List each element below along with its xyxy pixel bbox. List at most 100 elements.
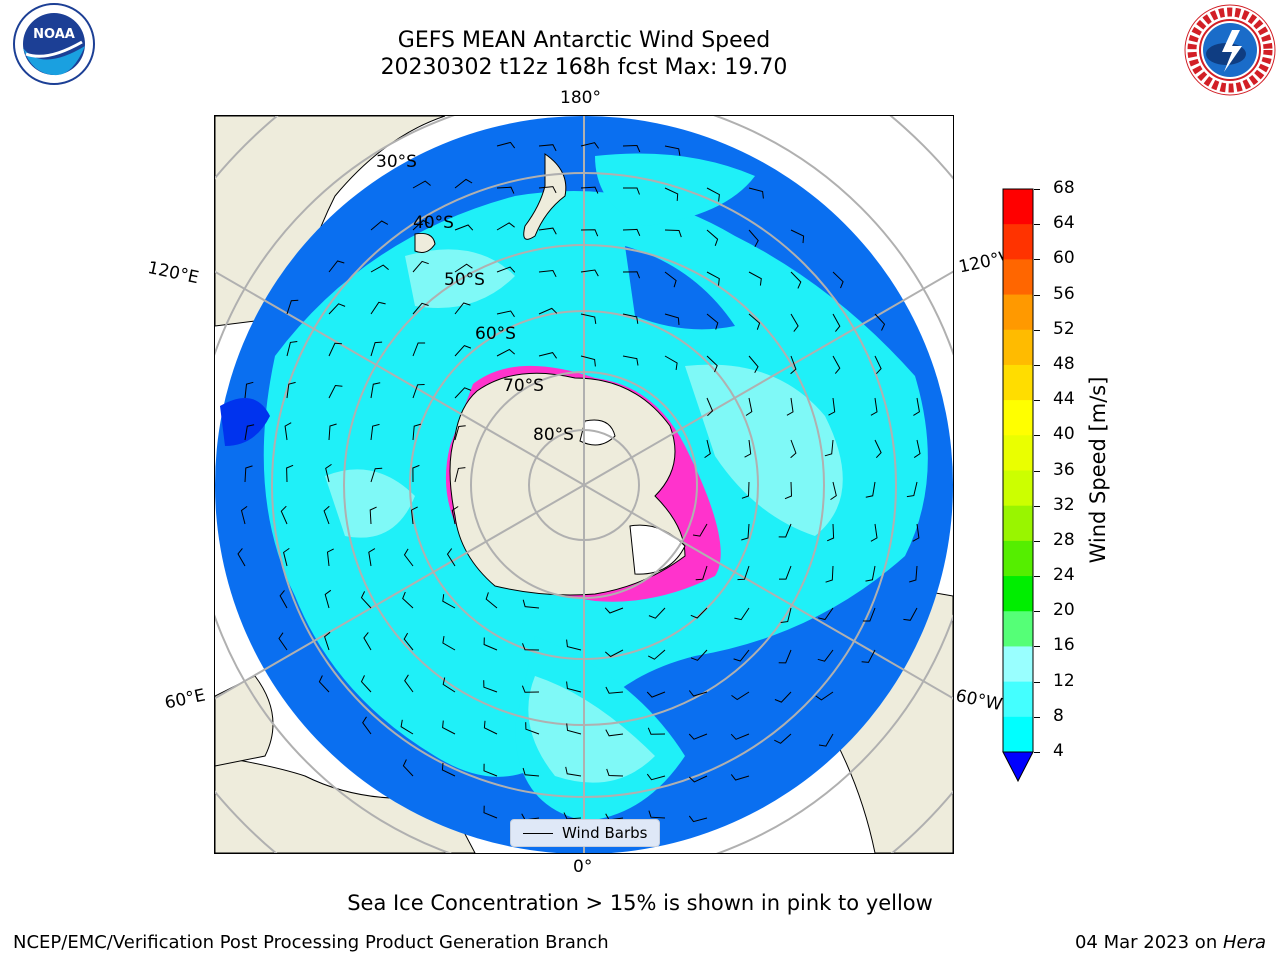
wind-barb	[483, 680, 498, 693]
wind-barb	[790, 271, 802, 289]
wind-barb	[664, 313, 680, 325]
footer-credit: NCEP/EMC/Verification Post Processing Pr…	[13, 932, 609, 953]
wind-barb	[240, 505, 248, 525]
colorbar-tick-mark	[1034, 470, 1040, 472]
page-subtitle: 20230302 t12z 168h fcst Max: 19.70	[380, 55, 788, 80]
wind-barb	[647, 727, 666, 735]
wind-barb	[324, 631, 331, 651]
wind-barb	[688, 775, 708, 783]
wind-barb	[454, 425, 466, 441]
wind-barb	[362, 716, 372, 735]
wind-barb	[580, 186, 599, 194]
wind-barb	[906, 481, 918, 498]
wind-barb	[328, 342, 342, 357]
wind-barb	[912, 523, 920, 542]
colorbar-segment	[1003, 259, 1033, 296]
wind-barb	[328, 260, 345, 273]
wind-barb	[870, 523, 878, 542]
colorbar-tick-mark	[1034, 752, 1040, 753]
wind-barb	[325, 463, 332, 483]
colorbar-tick-label: 52	[1053, 318, 1075, 339]
wind-barb	[410, 506, 418, 525]
colorbar-segment	[1003, 189, 1033, 225]
wind-barb	[774, 733, 792, 744]
wind-barb	[744, 439, 752, 458]
wind-barb	[403, 548, 414, 567]
wind-barb	[874, 313, 886, 331]
colorbar-tick-mark	[1034, 611, 1040, 613]
colorbar-segment	[1003, 364, 1033, 401]
footer-date-text: 04 Mar 2023 on	[1074, 932, 1223, 953]
polar-map	[215, 116, 953, 853]
wind-barb	[706, 313, 719, 330]
wind-barb	[784, 481, 793, 500]
colorbar-tick-mark	[1034, 435, 1040, 437]
wind-barb	[483, 805, 498, 819]
colorbar-tick-label: 64	[1053, 213, 1075, 234]
wind-barb	[402, 759, 414, 777]
wind-barb	[454, 467, 466, 483]
wind-barb	[741, 523, 750, 541]
wind-barb	[324, 589, 332, 609]
wind-barb	[403, 632, 414, 651]
wind-barb	[442, 677, 456, 693]
wind-barb	[496, 266, 516, 273]
colorbar-tick-label: 24	[1053, 565, 1075, 586]
wind-barb	[566, 723, 582, 735]
wind-barb	[412, 342, 426, 357]
wind-barb	[817, 649, 834, 662]
wind-barb	[328, 423, 337, 441]
colorbar-segment	[1003, 435, 1033, 471]
colorbar-tick-mark	[1034, 646, 1040, 648]
colorbar-segment	[1003, 611, 1033, 647]
wind-barb	[580, 355, 596, 367]
wind-barb	[412, 384, 425, 399]
wind-barb	[664, 271, 677, 288]
wind-barb	[363, 632, 372, 651]
wind-barb	[286, 299, 299, 315]
colorbar-tick-label: 40	[1053, 424, 1075, 445]
wind-barb	[865, 481, 876, 498]
page-title: GEFS MEAN Antarctic Wind Speed	[397, 28, 771, 53]
lon-label-120e: 120°E	[145, 258, 201, 289]
colorbar-tick-label: 4	[1053, 741, 1064, 761]
wind-barb	[704, 439, 711, 459]
wind-barb	[538, 186, 557, 194]
wind-barb	[318, 675, 330, 693]
wind-barb	[485, 592, 498, 609]
colorbar	[1002, 188, 1034, 783]
wind-barb	[280, 505, 288, 525]
wind-barb	[913, 397, 920, 416]
colorbar-tick-mark	[1034, 364, 1040, 366]
wind-barb	[664, 187, 679, 201]
wind-barb	[580, 313, 597, 324]
wind-barb	[244, 465, 253, 483]
wind-barb	[369, 506, 377, 525]
wind-barb	[328, 303, 346, 315]
colorbar-tick-label: 20	[1053, 600, 1075, 621]
colorbar-tick-label: 12	[1053, 670, 1075, 691]
wind-barb	[454, 178, 473, 189]
colorbar-tick-label: 60	[1053, 248, 1075, 269]
wind-barb	[404, 674, 414, 693]
wind-barb	[496, 222, 515, 231]
wind-barb	[483, 637, 498, 651]
wind-barb	[832, 271, 844, 289]
wind-barb	[604, 649, 624, 658]
wind-barb	[690, 607, 708, 619]
lon-label-0: 0°	[573, 857, 593, 877]
wind-barb	[706, 229, 719, 246]
footer-date: 04 Mar 2023 on Hera	[1075, 932, 1266, 953]
wind-barb	[706, 355, 718, 373]
wind-barb	[323, 505, 330, 525]
svg-text:NOAA: NOAA	[33, 27, 75, 42]
wind-barb	[737, 565, 750, 581]
lon-label-60w: 60°W	[953, 686, 1004, 716]
wind-barb	[454, 224, 474, 231]
wind-barb	[538, 269, 557, 278]
wind-barb	[566, 639, 582, 651]
wind-barb	[286, 464, 294, 483]
wind-barb	[283, 547, 290, 567]
colorbar-tick-mark	[1034, 294, 1040, 296]
wind-barb	[861, 649, 876, 663]
